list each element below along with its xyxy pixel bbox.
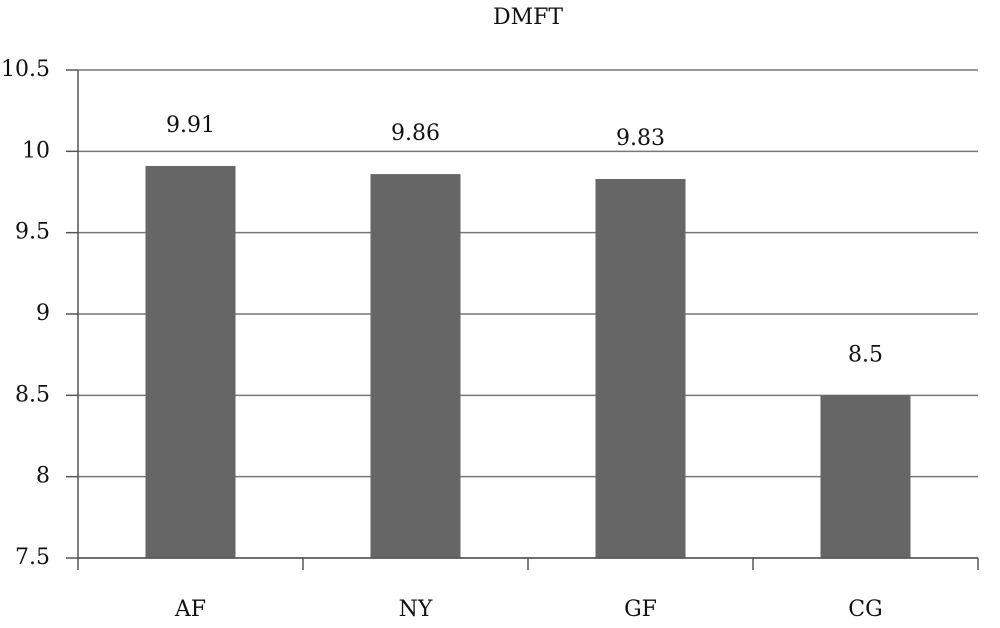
y-tick-label: 9.5 [15, 220, 50, 245]
data-label: 9.83 [616, 126, 665, 151]
bar [595, 178, 686, 558]
x-tick-label: CG [848, 597, 882, 622]
y-tick-label: 7.5 [15, 545, 50, 570]
bar [820, 395, 911, 558]
data-label: 9.86 [391, 121, 440, 146]
y-tick-label: 9 [36, 301, 50, 326]
x-tick-label: NY [399, 597, 433, 622]
y-tick-label: 8.5 [15, 382, 50, 407]
y-tick-label: 10.5 [1, 57, 50, 82]
x-tick-label: AF [174, 597, 206, 622]
data-label: 9.91 [166, 113, 215, 138]
bar [145, 165, 236, 558]
y-tick-label: 10 [22, 138, 50, 163]
y-tick-label: 8 [36, 464, 50, 489]
x-tick-label: GF [624, 597, 657, 622]
chart-title: DMFT [493, 5, 563, 30]
bar [370, 174, 461, 558]
data-label: 8.5 [848, 342, 883, 367]
